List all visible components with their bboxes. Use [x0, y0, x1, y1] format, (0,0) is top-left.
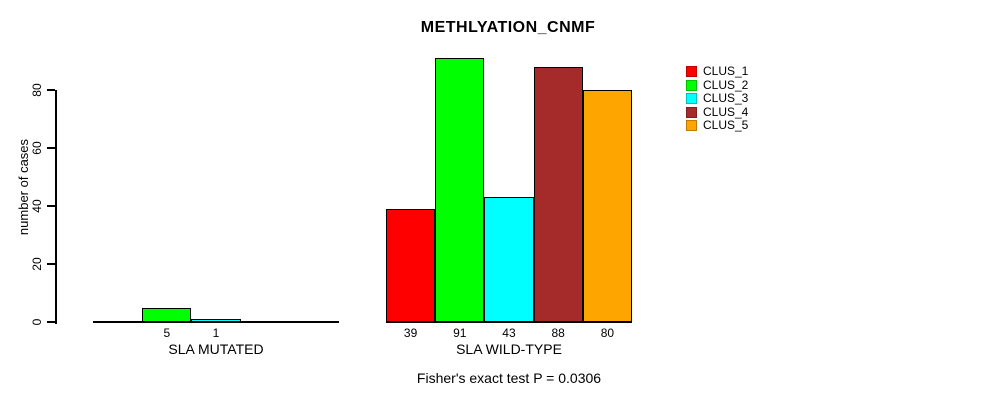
bar-clus_5-sla-wild-type: [582, 90, 632, 322]
bar-value-label: 5: [163, 326, 171, 340]
legend: CLUS_1 CLUS_2 CLUS_3 CLUS_4 CLUS_5: [686, 64, 749, 134]
y-axis-line: [55, 90, 57, 324]
annotation-text: Fisher's exact test P = 0.0306: [416, 370, 602, 386]
y-axis-tick: [47, 321, 55, 323]
legend-label: CLUS_1: [703, 64, 749, 78]
bar-value-label: 91: [453, 326, 467, 340]
x-axis-baseline: [93, 321, 339, 323]
legend-item-clus_1: CLUS_1: [686, 64, 749, 78]
y-axis-tick-label: 20: [30, 257, 44, 271]
bar-value-label: 1: [212, 326, 220, 340]
legend-label: CLUS_3: [703, 91, 749, 106]
y-axis-tick: [47, 263, 55, 265]
chart-title: METHLYATION_CNMF: [420, 19, 596, 36]
bar-value-label: 80: [600, 326, 615, 340]
y-axis-label: number of cases: [16, 138, 31, 236]
legend-label: CLUS_4: [703, 104, 749, 119]
legend-label: CLUS_5: [703, 118, 749, 133]
bar-clus_2-sla-mutated: [142, 307, 192, 322]
group-label-sla-wild-type: SLA WILD-TYPE: [456, 341, 562, 357]
legend-swatch-icon: [686, 106, 697, 118]
bar-clus_3-sla-wild-type: [484, 197, 534, 322]
y-axis-tick: [47, 205, 55, 207]
legend-swatch-icon: [686, 93, 697, 105]
legend-item-clus_2: CLUS_2: [686, 77, 749, 92]
bar-clus_4-sla-wild-type: [533, 66, 583, 322]
y-axis-tick-label: 0: [30, 318, 44, 326]
y-axis-tick: [47, 89, 55, 91]
bar-clus_3-sla-mutated: [191, 319, 241, 322]
legend-label: CLUS_2: [703, 77, 749, 92]
legend-item-clus_4: CLUS_4: [686, 104, 749, 119]
legend-swatch-icon: [686, 66, 697, 77]
bar-value-label: 88: [551, 326, 565, 340]
bar-value-label: 43: [502, 326, 516, 340]
group-label-sla-mutated: SLA MUTATED: [168, 341, 264, 357]
y-axis-tick-label: 60: [30, 141, 44, 155]
legend-item-clus_3: CLUS_3: [686, 91, 749, 106]
bar-clus_1-sla-wild-type: [386, 208, 436, 322]
y-axis-tick-label: 80: [30, 83, 44, 97]
y-axis-tick-label: 40: [30, 199, 44, 213]
legend-swatch-icon: [686, 79, 697, 91]
legend-item-clus_5: CLUS_5: [686, 118, 749, 133]
y-axis-tick: [47, 147, 55, 149]
bar-value-label: 39: [403, 326, 418, 340]
x-axis-baseline: [386, 321, 632, 323]
bar-clus_2-sla-wild-type: [435, 58, 485, 322]
legend-swatch-icon: [686, 120, 697, 132]
